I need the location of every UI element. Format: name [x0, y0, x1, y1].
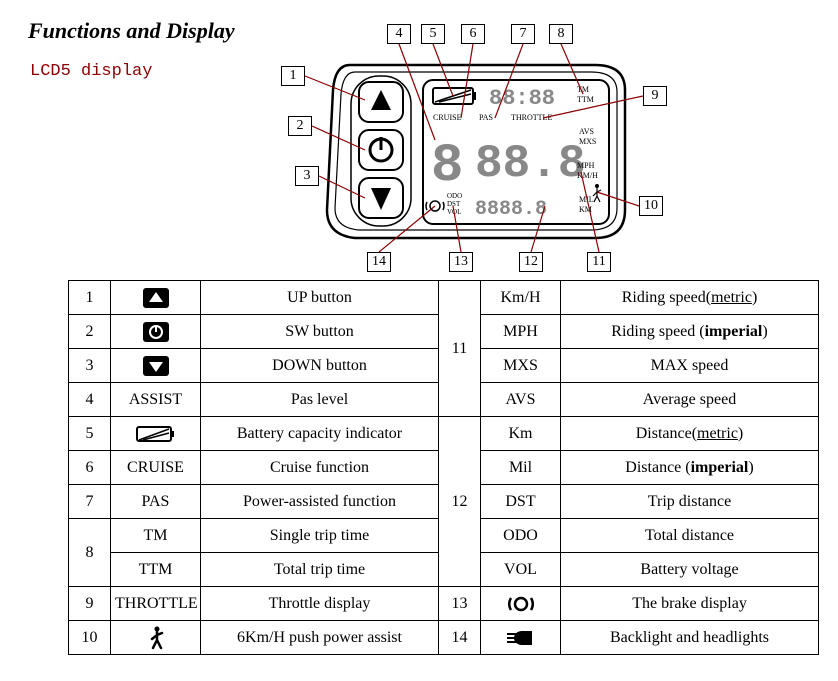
- callout-5: 5: [421, 24, 445, 44]
- row-8a-sym: TM: [111, 519, 201, 553]
- battery-icon: [111, 417, 201, 451]
- svg-text:KM/H: KM/H: [577, 171, 598, 180]
- walk-icon: [111, 621, 201, 655]
- callout-7: 7: [511, 24, 535, 44]
- row-11a-desc: Riding speed(metric): [561, 281, 819, 315]
- callout-6: 6: [461, 24, 485, 44]
- headlight-icon: [481, 621, 561, 655]
- row-11b-sym: MPH: [481, 315, 561, 349]
- row-4-num: 4: [69, 383, 111, 417]
- row-3-num: 3: [69, 349, 111, 383]
- row-12e-desc: Battery voltage: [561, 553, 819, 587]
- row-11d-sym: AVS: [481, 383, 561, 417]
- row-5-num: 5: [69, 417, 111, 451]
- row-11d-desc: Average speed: [561, 383, 819, 417]
- row-11-num: 11: [439, 281, 481, 417]
- svg-text:PAS: PAS: [479, 113, 493, 122]
- row-14-desc: Backlight and headlights: [561, 621, 819, 655]
- row-12d-desc: Total distance: [561, 519, 819, 553]
- up-icon: [111, 281, 201, 315]
- callout-11: 11: [587, 252, 611, 272]
- svg-text:8888.8: 8888.8: [475, 198, 547, 221]
- row-2-num: 2: [69, 315, 111, 349]
- row-4-sym: ASSIST: [111, 383, 201, 417]
- row-11c-desc: MAX speed: [561, 349, 819, 383]
- row-10-num: 10: [69, 621, 111, 655]
- callout-3: 3: [295, 166, 319, 186]
- row-8b-desc: Total trip time: [201, 553, 439, 587]
- row-9-num: 9: [69, 587, 111, 621]
- functions-table: 1 UP button 11 Km/H Riding speed(metric)…: [68, 280, 818, 655]
- row-1-desc: UP button: [201, 281, 439, 315]
- svg-text:ODO: ODO: [447, 192, 462, 200]
- lcd-diagram: 88:88 TM TTM CRUISE PAS THROTTLE 8 88.8 …: [275, 20, 710, 280]
- svg-text:AVS: AVS: [579, 127, 594, 136]
- svg-text:MPH: MPH: [577, 161, 595, 170]
- row-12-num: 12: [439, 417, 481, 587]
- callout-12: 12: [519, 252, 543, 272]
- row-14-num: 14: [439, 621, 481, 655]
- row-8a-desc: Single trip time: [201, 519, 439, 553]
- row-13-num: 13: [439, 587, 481, 621]
- row-2-desc: SW button: [201, 315, 439, 349]
- svg-text:TTM: TTM: [577, 95, 594, 104]
- svg-text:MXS: MXS: [579, 137, 596, 146]
- callout-13: 13: [449, 252, 473, 272]
- row-10-desc: 6Km/H push power assist: [201, 621, 439, 655]
- power-icon: [111, 315, 201, 349]
- row-13-desc: The brake display: [561, 587, 819, 621]
- row-12a-desc: Distance(metric): [561, 417, 819, 451]
- row-12c-sym: DST: [481, 485, 561, 519]
- row-11b-desc: Riding speed (imperial): [561, 315, 819, 349]
- row-6-sym: CRUISE: [111, 451, 201, 485]
- row-7-desc: Power-assisted function: [201, 485, 439, 519]
- row-3-desc: DOWN button: [201, 349, 439, 383]
- row-9-desc: Throttle display: [201, 587, 439, 621]
- row-12d-sym: ODO: [481, 519, 561, 553]
- svg-text:8: 8: [431, 136, 463, 197]
- callout-1: 1: [281, 66, 305, 86]
- callout-8: 8: [549, 24, 573, 44]
- row-12b-desc: Distance (imperial): [561, 451, 819, 485]
- row-11c-sym: MXS: [481, 349, 561, 383]
- row-1-num: 1: [69, 281, 111, 315]
- callout-4: 4: [387, 24, 411, 44]
- svg-text:88.8: 88.8: [475, 138, 585, 190]
- callout-2: 2: [288, 116, 312, 136]
- row-6-desc: Cruise function: [201, 451, 439, 485]
- lcd-diagram-svg: 88:88 TM TTM CRUISE PAS THROTTLE 8 88.8 …: [275, 20, 710, 280]
- row-5-desc: Battery capacity indicator: [201, 417, 439, 451]
- brake-icon: [481, 587, 561, 621]
- row-11a-sym: Km/H: [481, 281, 561, 315]
- row-12c-desc: Trip distance: [561, 485, 819, 519]
- row-12b-sym: Mil: [481, 451, 561, 485]
- row-7-num: 7: [69, 485, 111, 519]
- row-12e-sym: VOL: [481, 553, 561, 587]
- row-7-sym: PAS: [111, 485, 201, 519]
- row-8-num: 8: [69, 519, 111, 587]
- row-4-desc: Pas level: [201, 383, 439, 417]
- svg-text:DST: DST: [447, 200, 461, 208]
- row-8b-sym: TTM: [111, 553, 201, 587]
- row-6-num: 6: [69, 451, 111, 485]
- callout-10: 10: [639, 196, 663, 216]
- row-9-sym: THROTTLE: [111, 587, 201, 621]
- row-12a-sym: Km: [481, 417, 561, 451]
- callout-14: 14: [367, 252, 391, 272]
- svg-text:CRUISE: CRUISE: [433, 113, 462, 122]
- callout-9: 9: [643, 86, 667, 106]
- down-icon: [111, 349, 201, 383]
